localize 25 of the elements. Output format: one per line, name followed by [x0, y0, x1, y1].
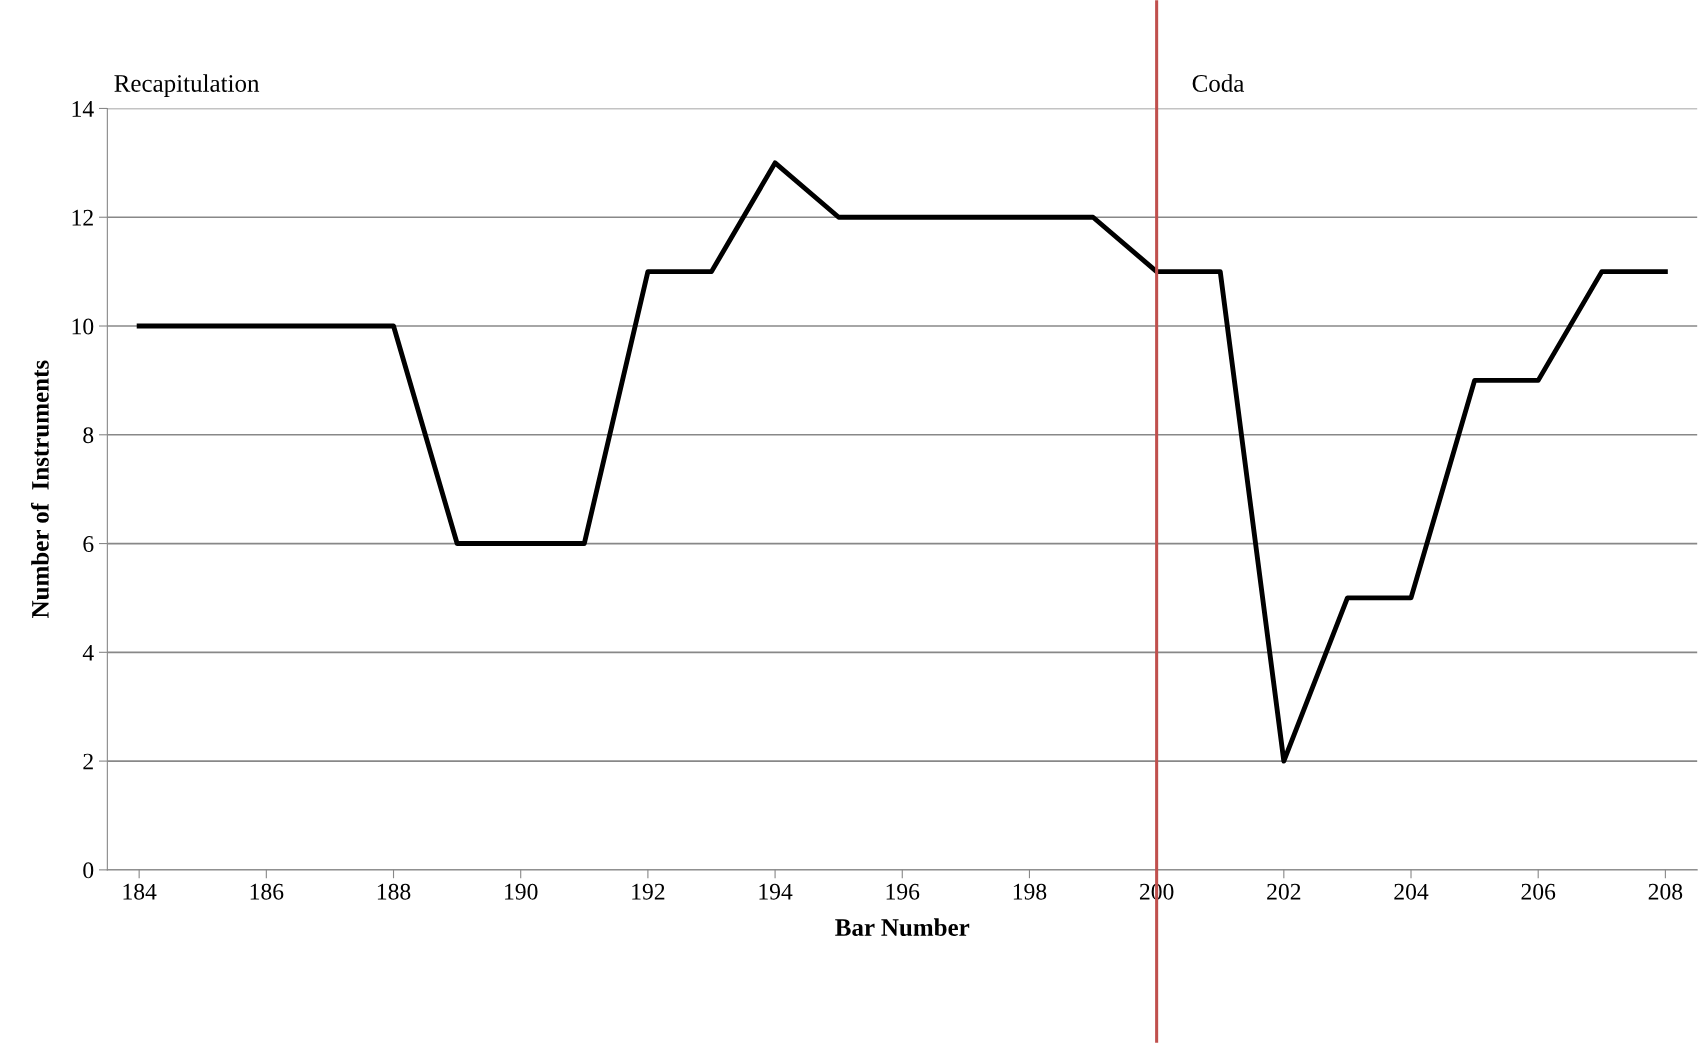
x-tick-label: 204 [1394, 883, 1429, 900]
x-tick-label: 194 [759, 883, 793, 900]
text: Recapitulation [114, 74, 260, 97]
y-tick-label: 8 [83, 427, 94, 444]
x-axis-title: Bar Number [835, 918, 970, 937]
y-tick-label: 2 [83, 753, 93, 770]
x-tick-label: 208 [1648, 883, 1683, 900]
y-tick-label: 4 [82, 644, 94, 661]
text: Coda [1192, 74, 1245, 92]
y-tick-label: 14 [72, 101, 94, 117]
x-tick-label: 186 [250, 883, 284, 900]
x-tick-label: 190 [505, 883, 538, 900]
x-tick-label: 192 [632, 883, 665, 900]
x-tick-label: 184 [123, 883, 157, 900]
x-tick-label: 196 [886, 883, 920, 900]
y-tick-label: 12 [72, 209, 93, 226]
x-tick-label: 198 [1013, 883, 1047, 900]
y-tick-label: 10 [72, 318, 94, 335]
y-axis-title: Number of Instruments [30, 360, 49, 618]
x-tick-label: 206 [1521, 883, 1556, 900]
x-tick-label: 202 [1267, 883, 1301, 900]
y-tick-label: 0 [83, 862, 94, 879]
y-tick-label: 6 [83, 536, 94, 552]
x-tick-label: 188 [377, 883, 411, 900]
line-series [136, 160, 1668, 764]
